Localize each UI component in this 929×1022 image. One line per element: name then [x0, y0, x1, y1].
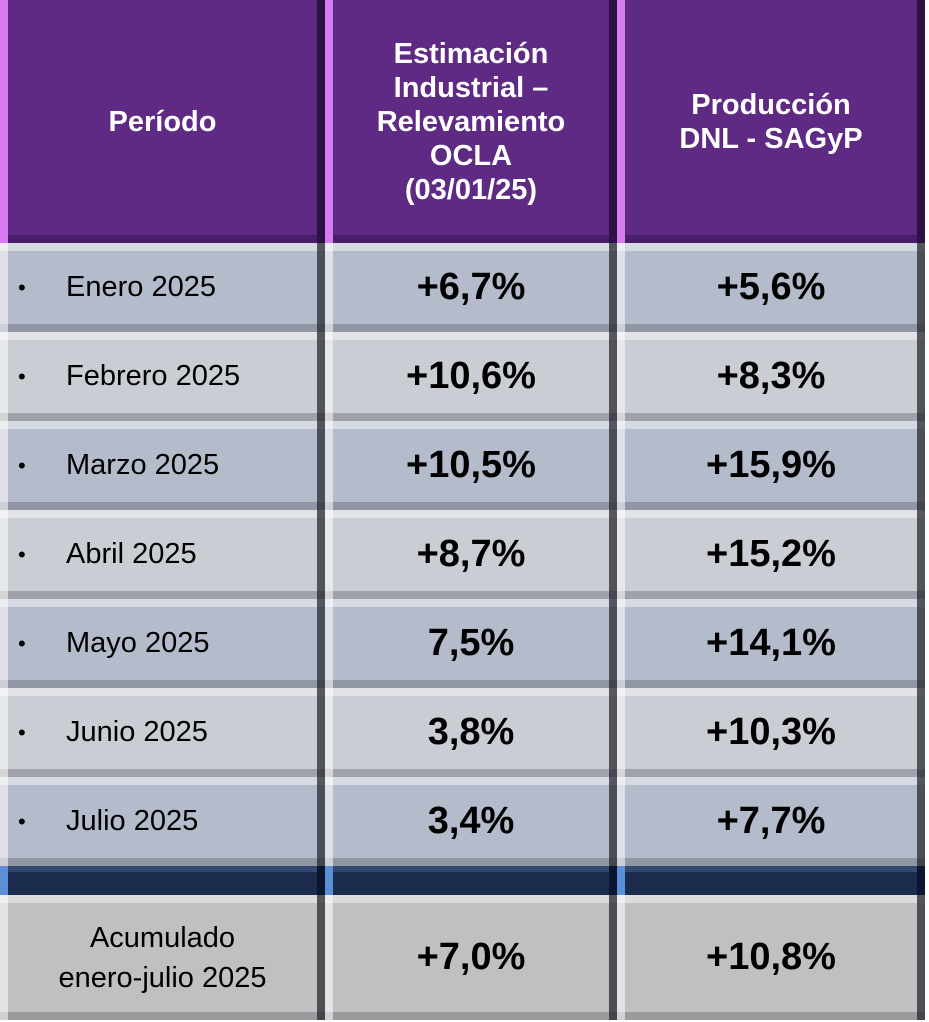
period-cell: • Marzo 2025: [0, 421, 325, 510]
dnl-value: +14,1%: [706, 622, 836, 664]
dnl-value: +8,3%: [716, 355, 826, 397]
dnl-cell: +14,1%: [617, 599, 925, 688]
total-dnl-cell: +10,8%: [617, 895, 925, 1020]
period-cell: • Enero 2025: [0, 243, 325, 332]
period-label: Junio 2025: [66, 716, 208, 748]
ocla-cell: 7,5%: [325, 599, 617, 688]
ocla-cell: +8,7%: [325, 510, 617, 599]
bullet-icon: •: [18, 452, 26, 478]
ocla-cell: +6,7%: [325, 243, 617, 332]
separator-bar: [617, 866, 925, 895]
dnl-cell: +7,7%: [617, 777, 925, 866]
header-dnl: Producción DNL - SAGyP: [617, 0, 925, 243]
ocla-value: +10,5%: [406, 444, 536, 486]
ocla-cell: +10,5%: [325, 421, 617, 510]
header-text-line: (03/01/25): [404, 173, 538, 206]
bullet-icon: •: [18, 630, 26, 656]
dnl-value: +7,7%: [716, 800, 826, 842]
header-text-line: Producción: [691, 88, 851, 121]
header-text-line: Relevamiento: [376, 105, 566, 138]
header-text-line: Industrial –: [393, 71, 549, 104]
total-ocla-value: +7,0%: [416, 936, 526, 978]
dnl-value: +5,6%: [716, 266, 826, 308]
dnl-value: +10,3%: [706, 711, 836, 753]
dnl-cell: +8,3%: [617, 332, 925, 421]
period-label: Julio 2025: [66, 805, 199, 837]
period-label: Abril 2025: [66, 538, 197, 570]
dnl-cell: +15,2%: [617, 510, 925, 599]
dnl-value: +15,2%: [706, 533, 836, 575]
bullet-icon: •: [18, 719, 26, 745]
period-cell: • Junio 2025: [0, 688, 325, 777]
total-label: Acumulado enero-julio 2025: [59, 918, 267, 998]
dnl-value: +15,9%: [706, 444, 836, 486]
header-text-line: Período: [108, 105, 217, 138]
ocla-value: 3,4%: [427, 800, 515, 842]
period-cell: • Febrero 2025: [0, 332, 325, 421]
header-text-line: Estimación: [393, 37, 549, 70]
total-dnl-value: +10,8%: [706, 936, 836, 978]
header-text-line: OCLA: [429, 139, 513, 172]
period-label: Febrero 2025: [66, 360, 241, 392]
ocla-cell: 3,8%: [325, 688, 617, 777]
dnl-cell: +10,3%: [617, 688, 925, 777]
dnl-cell: +5,6%: [617, 243, 925, 332]
separator-bar: [325, 866, 617, 895]
header-periodo: Período: [0, 0, 325, 243]
total-label-line: enero-julio 2025: [58, 961, 267, 994]
period-label: Mayo 2025: [66, 627, 210, 659]
bullet-icon: •: [18, 808, 26, 834]
dnl-cell: +15,9%: [617, 421, 925, 510]
bullet-icon: •: [18, 541, 26, 567]
ocla-value: 3,8%: [427, 711, 515, 753]
ocla-value: +6,7%: [416, 266, 526, 308]
period-cell: • Abril 2025: [0, 510, 325, 599]
total-label-line: Acumulado: [89, 921, 236, 954]
bullet-icon: •: [18, 363, 26, 389]
header-ocla: Estimación Industrial – Relevamiento OCLA (0…: [325, 0, 617, 243]
ocla-value: 7,5%: [427, 622, 515, 664]
ocla-value: +10,6%: [406, 355, 536, 397]
period-cell: • Mayo 2025: [0, 599, 325, 688]
separator-bar: [0, 866, 325, 895]
period-label: Marzo 2025: [66, 449, 220, 481]
period-label: Enero 2025: [66, 271, 216, 303]
ocla-cell: +10,6%: [325, 332, 617, 421]
total-label-cell: Acumulado enero-julio 2025: [0, 895, 325, 1020]
total-ocla-cell: +7,0%: [325, 895, 617, 1020]
ocla-value: +8,7%: [416, 533, 526, 575]
bullet-icon: •: [18, 274, 26, 300]
ocla-cell: 3,4%: [325, 777, 617, 866]
header-text-line: DNL - SAGyP: [679, 122, 863, 155]
period-cell: • Julio 2025: [0, 777, 325, 866]
